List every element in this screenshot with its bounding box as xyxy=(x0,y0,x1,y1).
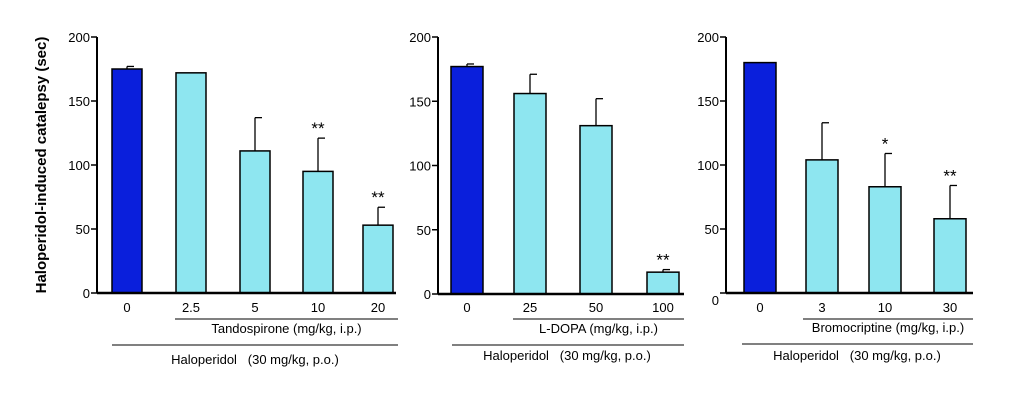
x-tick-label: 0 xyxy=(756,300,763,315)
bar-10 xyxy=(302,170,334,294)
bar-25 xyxy=(513,92,547,295)
y-tick-label: 0 xyxy=(424,287,431,302)
bar-0 xyxy=(111,68,143,294)
drug-group-label: Tandospirone (mg/kg, i.p.) xyxy=(211,321,361,336)
y-tick-label: 0 xyxy=(83,286,90,301)
y-tick-label: 200 xyxy=(68,30,90,45)
bar-3 xyxy=(805,159,839,294)
x-tick-label: 10 xyxy=(311,300,325,315)
y-tick-label: 100 xyxy=(697,158,719,173)
y-tick-label: 100 xyxy=(409,159,431,174)
significance-marker: ** xyxy=(311,119,325,138)
y-tick-label: 100 xyxy=(68,158,90,173)
bar-30 xyxy=(933,218,967,294)
y-tick-label: 50 xyxy=(705,222,719,237)
y-tick-label: 50 xyxy=(76,222,90,237)
haloperidol-group-label: Haloperidol (30 mg/kg, p.o.) xyxy=(171,352,339,367)
significance-marker: ** xyxy=(656,251,670,270)
bar-100 xyxy=(646,271,680,295)
chart-panel-2: 200 150 100 50 0 0 25 50 ** 100 L-DOPA (mg/kg, i.p… xyxy=(409,30,684,363)
x-tick-label: 20 xyxy=(371,300,385,315)
drug-group-label: L-DOPA (mg/kg, i.p.) xyxy=(539,321,658,336)
significance-marker: * xyxy=(882,134,889,153)
y-tick-label: 150 xyxy=(697,94,719,109)
bar-50 xyxy=(579,124,613,295)
drug-group-label: Bromocriptine (mg/kg, i.p.) xyxy=(812,320,964,335)
bar-5 xyxy=(239,150,271,294)
bar-10 xyxy=(868,186,902,294)
x-tick-label: 10 xyxy=(878,300,892,315)
y-tick-label: 200 xyxy=(697,30,719,45)
bar-0 xyxy=(743,61,777,294)
x-tick-label: 25 xyxy=(523,300,537,315)
x-tick-label: 50 xyxy=(589,300,603,315)
significance-marker: ** xyxy=(371,188,385,207)
y-tick-label: 50 xyxy=(417,223,431,238)
y-tick-label: 150 xyxy=(68,94,90,109)
x-tick-label: 2.5 xyxy=(182,300,200,315)
haloperidol-group-label: Haloperidol (30 mg/kg, p.o.) xyxy=(483,348,651,363)
bar-2.5 xyxy=(175,72,207,294)
x-tick-label: 5 xyxy=(251,300,258,315)
x-tick-label: 3 xyxy=(818,300,825,315)
haloperidol-group-label: Haloperidol (30 mg/kg, p.o.) xyxy=(773,348,941,363)
y-tick-label: 0 xyxy=(712,293,719,308)
y-axis-label: Haloperidol-induced catalepsy (sec) xyxy=(33,37,50,294)
chart-panel-3: 200 150 100 50 0 0 3 * 10 ** 30 Bromocriptine (mg/k… xyxy=(697,30,973,363)
x-tick-label: 0 xyxy=(463,300,470,315)
bar-20 xyxy=(362,224,394,294)
x-tick-label: 100 xyxy=(652,300,674,315)
bar-0 xyxy=(450,65,484,295)
y-tick-label: 200 xyxy=(409,30,431,45)
chart-panel-1: 200 150 100 50 0 0 2.5 5 ** 10 ** 20 Tandospirone (m… xyxy=(68,30,398,367)
x-tick-label: 30 xyxy=(943,300,957,315)
y-tick-label: 150 xyxy=(409,94,431,109)
significance-marker: ** xyxy=(943,166,957,185)
x-tick-label: 0 xyxy=(123,300,130,315)
